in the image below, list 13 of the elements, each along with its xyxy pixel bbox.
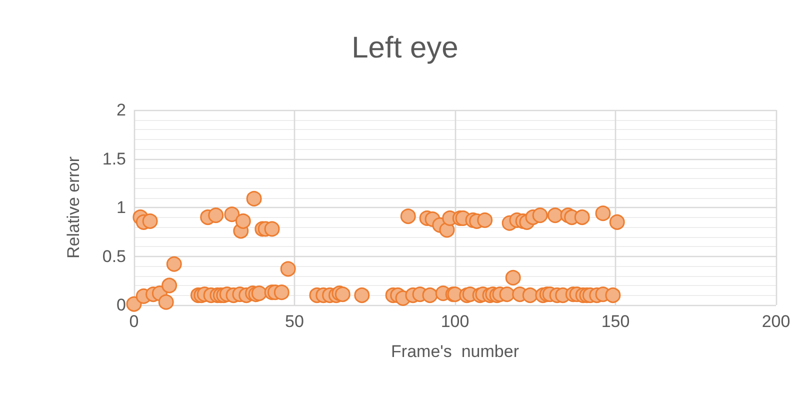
y-tick-label: 1.5: [102, 149, 126, 168]
y-axis-title: Relative error: [64, 156, 83, 259]
x-tick-label: 200: [762, 312, 790, 331]
y-tick-label: 0: [116, 296, 126, 314]
chart-title: Left eye: [352, 32, 458, 64]
y-tick-label: 2: [116, 100, 126, 120]
x-axis-title: Frame's number: [391, 342, 520, 361]
x-tick-label: 150: [601, 312, 630, 331]
y-tick-label: 1: [116, 198, 126, 217]
x-tick-label: 0: [129, 312, 139, 331]
y-tick-label: 0.5: [102, 246, 126, 266]
x-tick-label: 100: [440, 312, 470, 331]
x-tick-label: 50: [285, 312, 304, 331]
